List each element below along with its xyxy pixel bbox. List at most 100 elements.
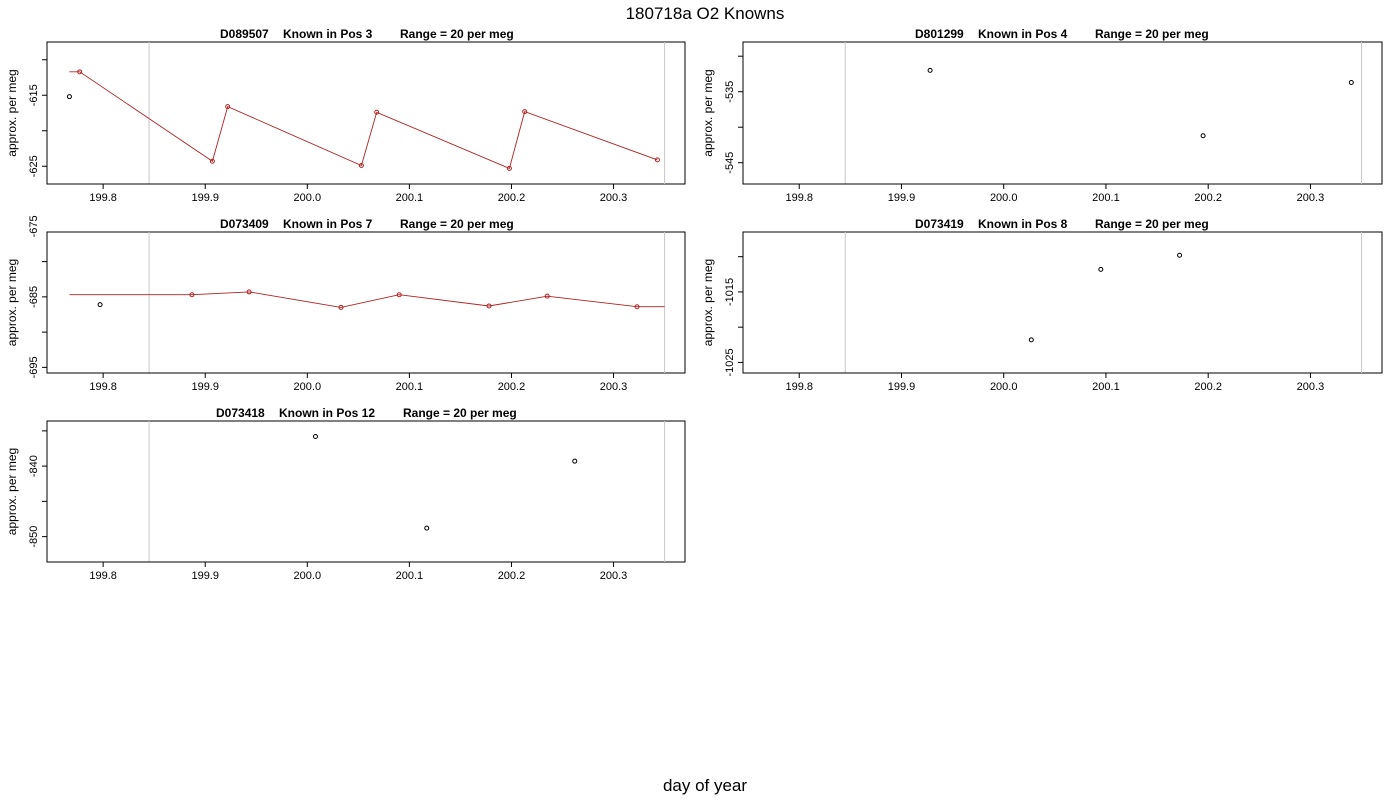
panel-title-part: Known in Pos 4 [978,27,1068,41]
panel-title-part: Range = 20 per meg [400,217,514,231]
data-point [77,69,83,75]
x-tick-label: 200.1 [1092,381,1120,393]
x-tick-label: 200.3 [600,570,628,582]
data-point [374,109,380,115]
x-tick-label: 200.0 [294,570,322,582]
data-point [544,293,550,299]
data-point [209,158,215,164]
x-tick-label: 199.8 [785,381,813,393]
y-axis-label: approx. per meg [5,69,19,156]
data-point [506,165,512,171]
panel-title-part: Range = 20 per meg [403,406,517,420]
panel-4: D073419 Known in Pos 8 Range = 20 per meg 1… [701,217,1383,393]
data-point [927,67,933,73]
x-tick-label: 199.9 [888,192,916,204]
data-point [66,94,72,100]
y-tick-label: -685 [28,286,40,308]
y-tick-label: -615 [28,84,40,106]
x-tick-label: 200.2 [498,192,526,204]
x-tick-label: 200.1 [396,570,424,582]
data-point [1348,79,1354,85]
x-axis-label: day of year [663,776,747,795]
data-point [338,304,344,310]
y-tick-label: -1025 [724,348,736,376]
x-tick-label: 200.1 [396,192,424,204]
panels: D089507 Known in Pos 3 Range = 20 per meg 1… [5,27,1383,582]
y-axis-label: approx. per meg [701,259,715,346]
plot-frame [46,231,686,374]
x-tick-label: 200.0 [990,192,1018,204]
y-tick-label: -850 [28,526,40,548]
x-tick-label: 199.9 [191,570,219,582]
plot-frame [46,420,686,563]
data-point [1098,266,1104,272]
y-tick-label: -695 [28,356,40,378]
panel-title-part: D801299 [915,27,964,41]
x-tick-label: 200.2 [1194,381,1222,393]
x-tick-label: 199.8 [785,192,813,204]
plot-frame [742,41,1383,185]
panel-title-part: Range = 20 per meg [1095,217,1209,231]
panel-3: D073409 Known in Pos 7 Range = 20 per meg 1… [5,215,686,393]
data-point [312,434,318,440]
panel-title-part: Known in Pos 12 [279,406,375,420]
x-tick-label: 199.8 [89,570,117,582]
panel-title-part: D073418 [216,406,265,420]
x-tick-label: 200.0 [294,192,322,204]
y-tick-label: -625 [28,155,40,177]
data-point [358,163,364,169]
data-point [424,525,430,531]
x-tick-label: 200.3 [600,192,628,204]
panel-title-part: D089507 [220,27,269,41]
data-point [522,109,528,115]
y-tick-label: -535 [724,81,736,103]
x-tick-label: 200.0 [990,381,1018,393]
panel-1: D089507 Known in Pos 3 Range = 20 per meg 1… [5,27,686,204]
panel-2: D801299 Known in Pos 4 Range = 20 per meg 1… [701,27,1383,204]
x-tick-label: 199.9 [191,192,219,204]
data-point [1028,337,1034,343]
x-tick-label: 200.3 [1297,381,1325,393]
x-tick-label: 200.2 [498,570,526,582]
panel-title-part: Known in Pos 3 [283,27,373,41]
y-tick-label: -1015 [724,278,736,306]
x-tick-label: 200.1 [396,381,424,393]
x-tick-label: 200.2 [1194,192,1222,204]
data-point [225,104,231,110]
y-tick-label: -675 [28,215,40,237]
y-axis-label: approx. per meg [5,259,19,346]
x-tick-label: 200.3 [600,381,628,393]
data-point [396,292,402,298]
y-tick-label: -545 [724,152,736,174]
y-tick-label: -840 [28,455,40,477]
data-point [246,289,252,295]
panel-title-part: Range = 20 per meg [1095,27,1209,41]
y-axis-label: approx. per meg [5,448,19,535]
data-point [654,157,660,163]
plot-frame [742,231,1383,374]
panel-title-part: Known in Pos 7 [283,217,373,231]
x-tick-label: 200.3 [1297,192,1325,204]
data-point [1200,133,1206,139]
panel-title-part: D073419 [915,217,964,231]
y-axis-label: approx. per meg [701,69,715,156]
panel-title-part: Known in Pos 8 [978,217,1068,231]
panel-title-part: Range = 20 per meg [400,27,514,41]
main-title: 180718a O2 Knowns [626,4,785,23]
x-tick-label: 200.0 [294,381,322,393]
x-tick-label: 200.1 [1092,192,1120,204]
fit-line [69,71,658,170]
data-point [97,302,103,308]
x-tick-label: 199.9 [191,381,219,393]
data-point [189,292,195,298]
data-point [486,303,492,309]
panel-title-part: D073409 [220,217,269,231]
plot-frame [46,41,686,185]
panel-5: D073418 Known in Pos 12 Range = 20 per meg… [5,406,686,582]
data-point [634,304,640,310]
x-tick-label: 200.2 [498,381,526,393]
x-tick-label: 199.8 [89,192,117,204]
x-tick-label: 199.9 [888,381,916,393]
fit-line [69,291,665,308]
